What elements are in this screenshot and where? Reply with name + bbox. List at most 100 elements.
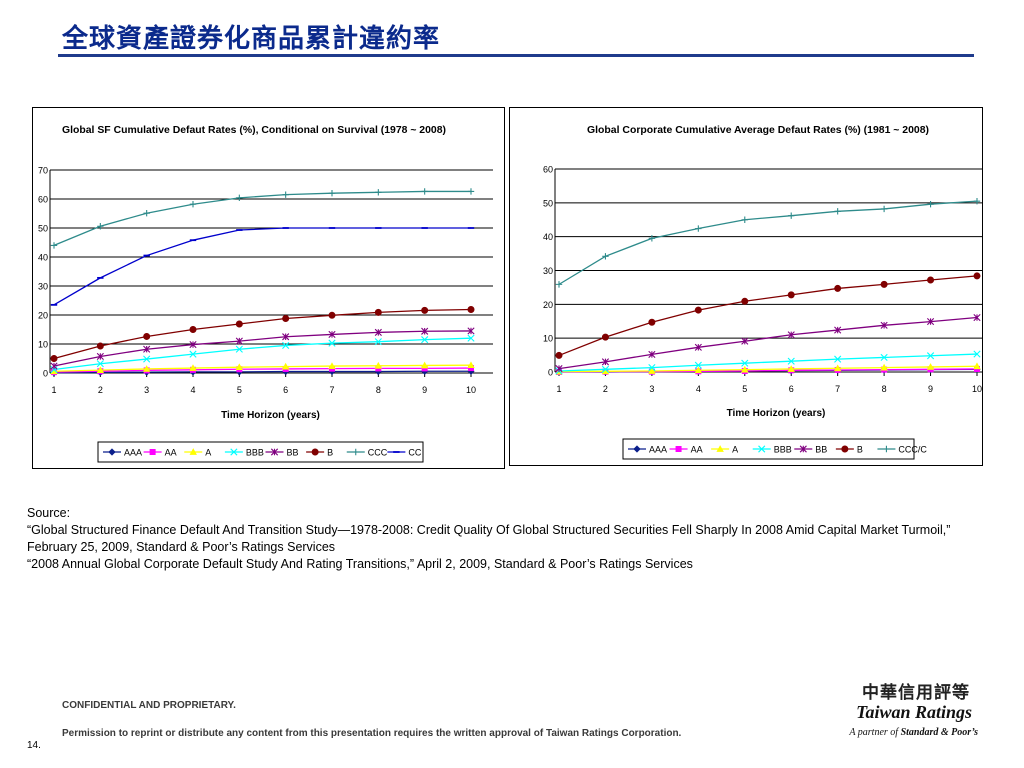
series-ccc xyxy=(50,188,475,249)
data-point xyxy=(236,229,243,231)
y-tick-label: 50 xyxy=(38,224,48,234)
legend-item: CCC xyxy=(346,448,388,458)
data-point xyxy=(695,225,702,232)
series-line xyxy=(558,275,978,357)
y-tick-label: 30 xyxy=(543,266,553,276)
data-point xyxy=(467,227,475,229)
data-point xyxy=(374,328,382,336)
data-point xyxy=(741,359,749,367)
series-line xyxy=(53,364,472,372)
data-point xyxy=(467,361,475,369)
data-point xyxy=(50,303,58,306)
logo-company-name: Taiwan Ratings xyxy=(856,702,972,722)
series-bb xyxy=(50,327,475,370)
data-point xyxy=(694,361,702,369)
source-notes: Source: “Global Structured Finance Defau… xyxy=(27,505,987,573)
data-point xyxy=(880,363,888,371)
logo-cjk-text: 中華信用評等 xyxy=(862,683,970,703)
series-line xyxy=(53,308,472,360)
y-tick-label: 40 xyxy=(543,232,553,242)
chart-title: Global SF Cumulative Defaut Rates (%), C… xyxy=(62,124,446,136)
x-axis-label: Time Horizon (years) xyxy=(221,410,320,421)
legend-item: A xyxy=(711,445,738,455)
y-tick-label: 60 xyxy=(543,165,553,175)
legend-marker xyxy=(311,448,319,456)
logo-partner-name: Standard & Poor’s xyxy=(900,727,978,738)
legend-label: AAA xyxy=(649,445,667,455)
data-point xyxy=(601,333,609,341)
x-tick-label: 5 xyxy=(237,385,242,395)
x-tick-label: 8 xyxy=(376,385,381,395)
data-point xyxy=(235,363,244,371)
data-point xyxy=(189,239,197,242)
data-point xyxy=(648,367,656,374)
series-b xyxy=(555,272,981,359)
legend-label: AA xyxy=(165,448,177,458)
data-point xyxy=(421,336,429,344)
data-point xyxy=(926,363,935,370)
data-point xyxy=(467,327,475,335)
data-point xyxy=(96,366,105,373)
legend-item: AAA xyxy=(103,448,142,458)
data-point xyxy=(694,306,702,314)
data-point xyxy=(880,321,888,329)
legend-marker xyxy=(675,445,682,452)
data-point xyxy=(97,276,104,279)
data-point xyxy=(375,189,382,196)
legend-marker xyxy=(716,445,724,452)
page-number: 14. xyxy=(27,740,41,751)
x-tick-label: 4 xyxy=(696,384,701,394)
legend-marker xyxy=(883,445,890,453)
data-point xyxy=(834,284,842,292)
y-tick-label: 30 xyxy=(38,282,48,292)
sf-default-chart-panel: Global SF Cumulative Defaut Rates (%), C… xyxy=(32,107,505,469)
data-point xyxy=(880,353,888,362)
series-line xyxy=(53,337,472,371)
data-point xyxy=(467,305,475,313)
legend-label: B xyxy=(327,448,333,458)
x-tick-label: 3 xyxy=(144,385,149,395)
data-point xyxy=(50,365,58,374)
data-point xyxy=(421,188,428,195)
data-point xyxy=(741,297,749,305)
data-point xyxy=(787,357,795,365)
data-point xyxy=(328,330,336,339)
y-tick-label: 50 xyxy=(543,198,553,208)
legend-label: B xyxy=(857,445,863,455)
source-citation-2: “2008 Annual Global Corporate Default St… xyxy=(27,557,693,571)
data-point xyxy=(834,355,842,363)
legend-marker xyxy=(758,445,766,453)
logo-partner-prefix: A partner of xyxy=(849,727,899,738)
series-bbb xyxy=(50,334,475,374)
data-point xyxy=(328,190,336,197)
data-point xyxy=(973,350,981,358)
legend-item: CCC/C xyxy=(877,445,927,455)
legend: AAA AA A BBB BB B CCC CC xyxy=(97,441,424,463)
y-tick-label: 20 xyxy=(543,300,553,310)
data-point xyxy=(143,332,151,340)
y-tick-label: 40 xyxy=(38,253,48,263)
series-ccc-c xyxy=(555,197,981,288)
data-point xyxy=(648,235,656,242)
confidential-notice: CONFIDENTIAL AND PROPRIETARY. xyxy=(62,700,236,711)
legend-label: CCC/C xyxy=(898,445,927,455)
data-point xyxy=(96,342,104,350)
data-point xyxy=(421,306,429,314)
data-point xyxy=(374,361,383,369)
legend-label: BBB xyxy=(246,448,264,458)
y-tick-label: 0 xyxy=(43,369,48,379)
legend-label: BBB xyxy=(774,445,792,455)
page-title: 全球資產證券化商品累計違約率 xyxy=(62,24,441,54)
y-tick-label: 20 xyxy=(38,311,48,321)
data-point xyxy=(282,191,289,198)
legend-item: B xyxy=(835,445,863,455)
legend-marker xyxy=(633,445,641,453)
x-tick-label: 7 xyxy=(329,385,334,395)
data-point xyxy=(50,242,58,249)
x-tick-label: 8 xyxy=(882,384,887,394)
data-point xyxy=(927,276,935,284)
series-bb xyxy=(555,313,981,373)
data-point xyxy=(926,317,935,326)
data-point xyxy=(328,362,336,369)
data-point xyxy=(973,313,981,322)
